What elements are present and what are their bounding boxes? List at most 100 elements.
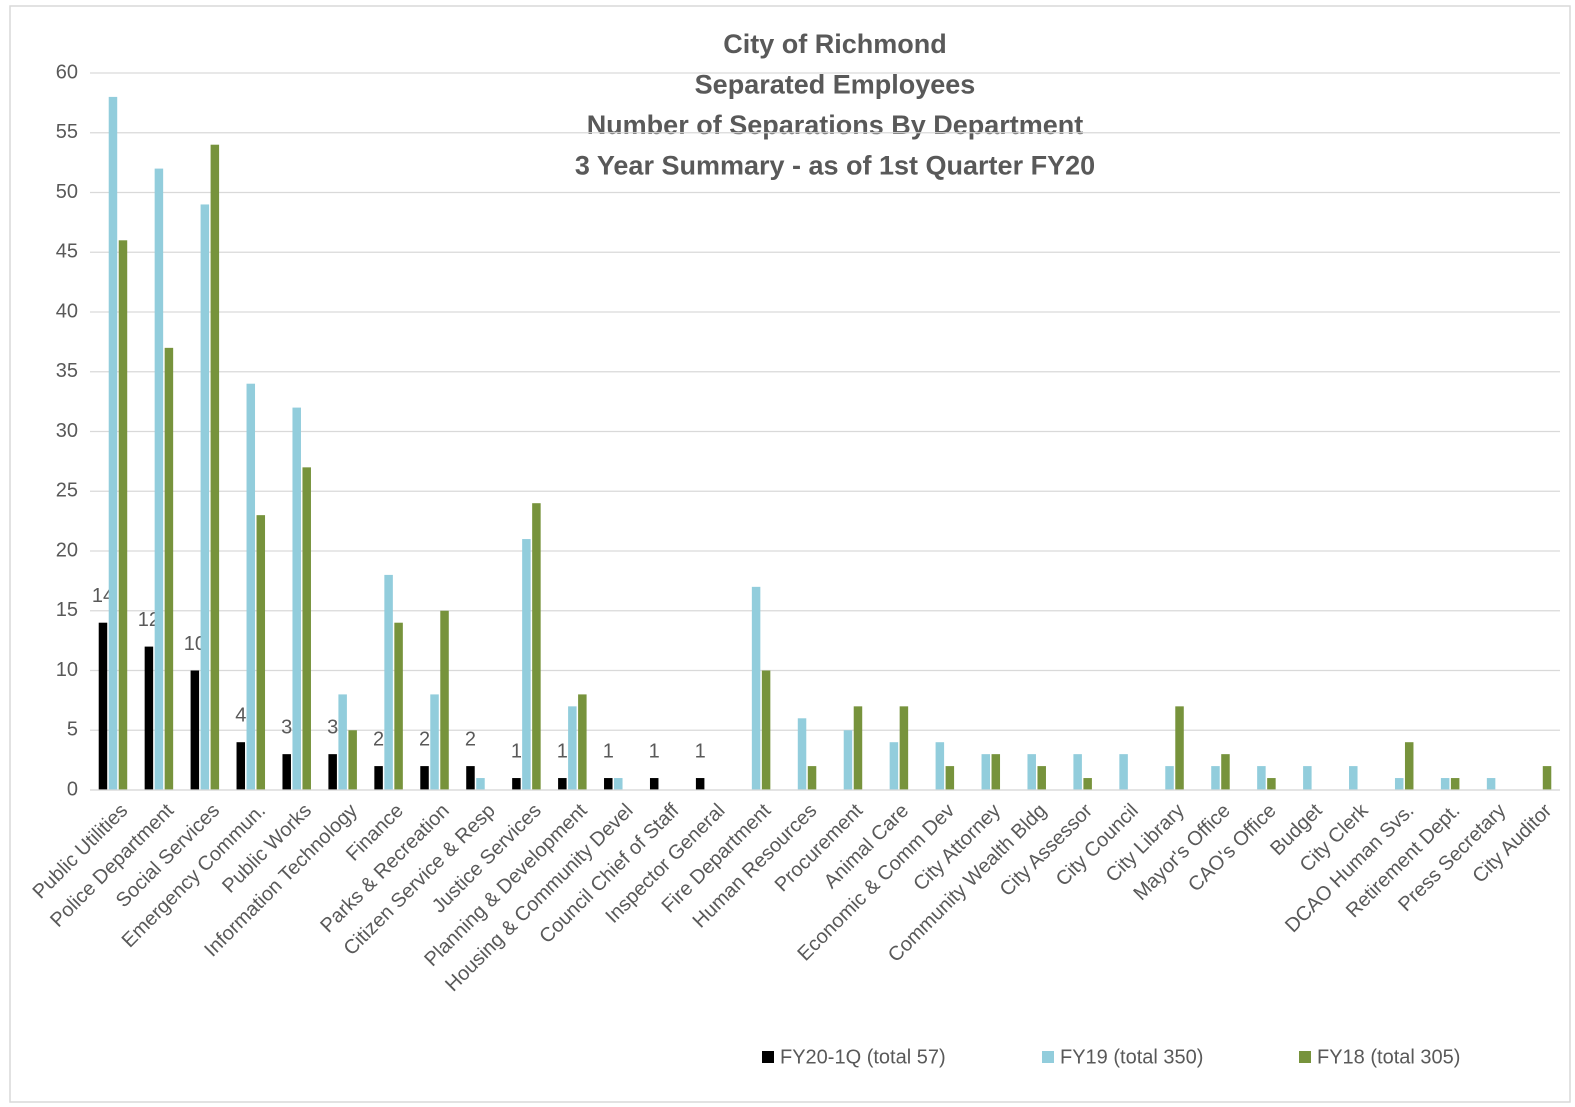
bar [200, 204, 210, 790]
data-label: 1 [649, 740, 660, 762]
bar [1165, 766, 1174, 790]
bar [292, 407, 301, 790]
chart-title: Separated Employees [695, 70, 976, 100]
bar [568, 706, 577, 790]
bar [144, 646, 154, 790]
bar [695, 778, 705, 790]
y-tick-label: 10 [56, 659, 78, 681]
legend-swatch [762, 1051, 774, 1063]
bar [1119, 754, 1128, 790]
bar [246, 383, 256, 790]
legend-swatch [1299, 1051, 1311, 1063]
bar [1073, 754, 1082, 790]
y-tick-label: 15 [56, 599, 78, 621]
bar [899, 706, 909, 790]
bar [614, 778, 623, 790]
legend-label: FY20-1Q (total 57) [780, 1046, 946, 1068]
bar [154, 168, 164, 791]
y-tick-label: 40 [56, 300, 78, 322]
bar [348, 730, 357, 790]
data-label: 3 [327, 716, 338, 738]
bar [604, 778, 613, 790]
bar [843, 730, 853, 790]
bar [522, 539, 531, 790]
y-tick-label: 35 [56, 360, 78, 382]
bar [1486, 778, 1496, 790]
y-tick-label: 30 [56, 420, 78, 442]
y-tick-label: 25 [56, 480, 78, 502]
y-tick-label: 50 [56, 181, 78, 203]
bar [440, 610, 449, 790]
bar [282, 754, 291, 790]
bar [1404, 742, 1414, 790]
bar [578, 694, 587, 790]
data-label: 2 [465, 728, 476, 750]
data-label: 1 [603, 740, 614, 762]
bar [190, 670, 200, 790]
bar [210, 144, 220, 790]
bar [476, 778, 485, 790]
bar [761, 670, 771, 790]
chart-title: City of Richmond [723, 29, 947, 59]
data-label: 4 [235, 704, 246, 726]
bar [1440, 778, 1450, 790]
bar [302, 467, 311, 790]
bar [1037, 766, 1046, 790]
bar [394, 622, 403, 790]
bar [466, 766, 475, 790]
bar [807, 766, 817, 790]
chart-title: 3 Year Summary - as of 1st Quarter FY20 [575, 151, 1095, 181]
data-label: 3 [281, 716, 292, 738]
bar [328, 754, 337, 790]
bar [384, 574, 393, 790]
bar [1349, 766, 1358, 790]
bar [1211, 766, 1220, 790]
bar [256, 515, 266, 790]
bar [108, 96, 118, 790]
data-label: 1 [557, 740, 568, 762]
bar [981, 754, 991, 790]
legend-swatch [1042, 1051, 1054, 1063]
legend-label: FY19 (total 350) [1060, 1046, 1203, 1068]
bar [1027, 754, 1036, 790]
bar [1083, 778, 1092, 790]
chart-frame [9, 5, 1571, 1103]
bar [236, 742, 246, 790]
chart-title: Number of Separations By Department [587, 110, 1084, 140]
bar [1394, 778, 1404, 790]
bar [430, 694, 439, 790]
bar [1257, 766, 1266, 790]
bar [98, 622, 108, 790]
bar [945, 766, 955, 790]
legend-label: FY18 (total 305) [1317, 1046, 1460, 1068]
data-label: 12 [138, 609, 160, 631]
data-label: 1 [695, 740, 706, 762]
data-label: 2 [419, 728, 430, 750]
y-tick-label: 45 [56, 241, 78, 263]
data-label: 10 [184, 633, 206, 655]
data-label: 14 [92, 585, 114, 607]
bar [512, 778, 521, 790]
y-tick-label: 60 [56, 61, 78, 83]
y-tick-label: 0 [67, 778, 78, 800]
bar [649, 778, 659, 790]
bar [1542, 766, 1552, 790]
bar [374, 766, 383, 790]
bar [853, 706, 863, 790]
bar [164, 347, 174, 790]
bar [1450, 778, 1460, 790]
bar [991, 754, 1001, 790]
bar [118, 240, 128, 791]
bar [420, 766, 429, 790]
data-label: 1 [511, 740, 522, 762]
bar [1303, 766, 1312, 790]
bar [935, 742, 945, 790]
bar [1175, 706, 1184, 790]
bar [1221, 754, 1230, 790]
y-tick-label: 55 [56, 121, 78, 143]
data-label: 2 [373, 728, 384, 750]
bar [889, 742, 899, 790]
y-tick-label: 20 [56, 539, 78, 561]
bar [558, 778, 567, 790]
